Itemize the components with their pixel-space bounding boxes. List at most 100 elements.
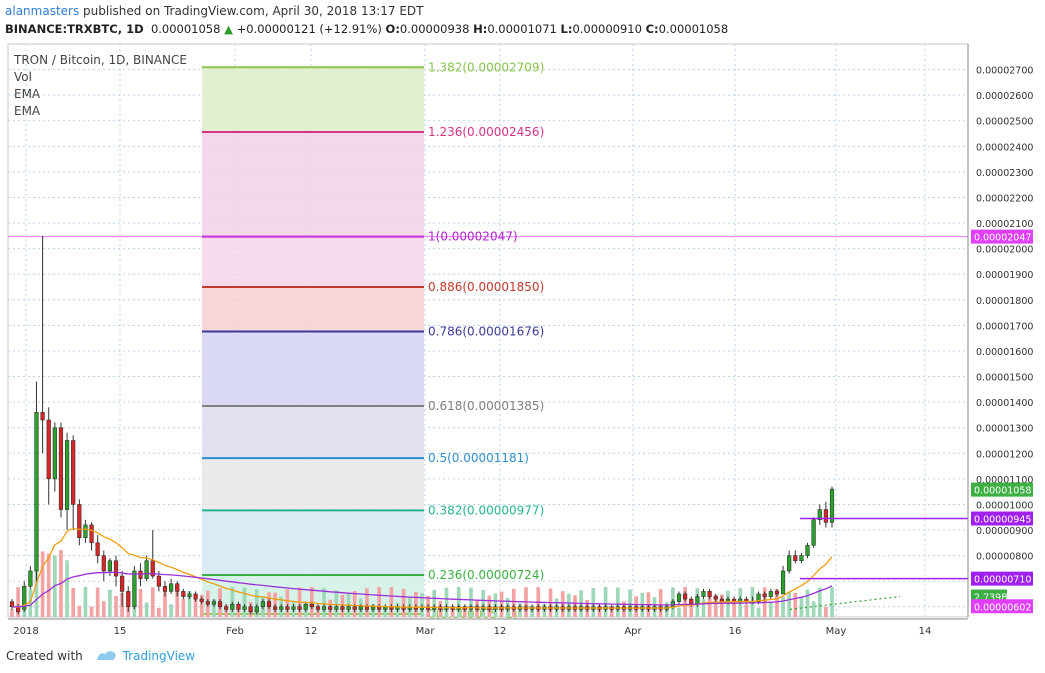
y-tick-label: 0.00000800 (976, 552, 1033, 563)
price-label-bg (971, 571, 1033, 586)
publish-info: alanmasters published on TradingView.com… (5, 4, 424, 18)
candle-body (22, 586, 27, 610)
low-label: L: (560, 22, 573, 36)
candle-body (46, 419, 51, 480)
high-label: H: (473, 22, 488, 36)
y-tick-label: 0.00001900 (976, 270, 1033, 281)
volume-bar (658, 589, 663, 617)
open-value: 0.00000938 (399, 22, 470, 36)
volume-bar (157, 608, 161, 617)
legend-title: TRON / Bitcoin, 1D, BINANCE (13, 53, 187, 67)
fib-label: 1.382(0.00002709) (428, 60, 544, 74)
volume-bar (756, 607, 761, 617)
candle-body (120, 575, 125, 592)
x-tick-label: 15 (114, 626, 127, 637)
fib-label: 0.886(0.00001850) (428, 280, 544, 294)
candle-body (126, 591, 131, 608)
volume-bar (481, 589, 486, 617)
candle-body (676, 593, 682, 602)
volume-bar (609, 606, 614, 617)
volume-bar (781, 597, 785, 617)
candle-body (358, 606, 363, 610)
tradingview-link[interactable]: TradingView (122, 649, 196, 663)
y-tick-label: 0.00002100 (976, 219, 1033, 230)
volume-bar (150, 587, 155, 617)
price-label: 0.00000710 (974, 575, 1031, 586)
x-tick-label: Apr (624, 626, 642, 637)
candle-body (707, 591, 712, 597)
volume-bar (787, 592, 791, 617)
candle-body (291, 606, 296, 610)
fib-label: 0.618(0.00001385) (428, 399, 544, 413)
legend-vol: Vol (14, 70, 32, 84)
price-label-bg (971, 482, 1033, 497)
volume-bar (212, 599, 216, 617)
volume-bar (824, 606, 828, 617)
volume-bar (89, 606, 94, 617)
legend-ema-2: EMA (14, 104, 41, 118)
y-tick-label: 0.00002200 (976, 193, 1033, 204)
candle-body (279, 606, 284, 610)
candle-body (162, 586, 168, 592)
x-tick-label: 2018 (13, 626, 38, 637)
legend-ema-1: EMA (14, 87, 41, 101)
y-tick-label: 0.00002700 (976, 66, 1033, 77)
candle-body (199, 598, 204, 602)
candle-body (132, 570, 137, 608)
candle-body (83, 524, 88, 538)
volume-bar (285, 589, 290, 617)
ema-slow-line (11, 571, 833, 608)
candle-body (107, 560, 112, 572)
candle-body (52, 427, 57, 480)
candle-body (774, 591, 780, 595)
candle-body (719, 598, 724, 602)
last-price: 0.00001058 (150, 22, 221, 36)
price-label: 0.00001058 (974, 486, 1031, 497)
open-label: O: (385, 22, 400, 36)
candle-body (328, 606, 333, 610)
price-chart[interactable]: 1.382(0.00002709)1.236(0.00002456)1(0.00… (0, 40, 1045, 640)
y-tick-label: 0.00001100 (976, 475, 1033, 486)
candle-body (377, 606, 382, 610)
volume-bar (377, 587, 381, 617)
candle-body (211, 601, 217, 605)
volume-bar (46, 553, 51, 617)
footer: Created with TradingView (6, 648, 195, 665)
y-tick-label: 0.00001800 (976, 296, 1033, 307)
volume-bar (401, 588, 406, 617)
volume-bar (830, 587, 834, 617)
volume-bar (187, 590, 192, 617)
x-tick-label: 12 (494, 626, 507, 637)
volume-bar (444, 587, 449, 617)
volume-bar (138, 588, 143, 617)
plot-area (7, 43, 969, 618)
price-label-bg (971, 511, 1033, 526)
fib-band (202, 131, 424, 237)
volume-bar (365, 588, 369, 617)
candle-body (829, 488, 835, 523)
fib-label: 0.382(0.00000977) (428, 503, 544, 517)
volume-bar (775, 589, 779, 617)
publisher-name[interactable]: alanmasters (5, 4, 80, 18)
volume-bar (432, 589, 437, 617)
candle-body (156, 575, 161, 587)
candle-body (352, 606, 357, 610)
volume-bar (108, 589, 112, 617)
volume-bar (352, 591, 357, 617)
volume-bar (16, 587, 20, 617)
candle-body (689, 598, 694, 605)
candle-body (150, 560, 155, 577)
x-tick-label: May (826, 626, 847, 637)
candle-body (175, 583, 180, 592)
fib-label: 0.786(0.00001676) (428, 325, 544, 339)
volume-bar (163, 587, 167, 617)
volume-bar (144, 602, 149, 617)
candle-body (364, 606, 370, 610)
volume-bar (805, 589, 810, 617)
candle-body (303, 603, 308, 610)
volume-bar (334, 590, 339, 617)
ohlc-header: BINANCE:TRXBTC, 1D 0.00001058 ▲ +0.00000… (5, 22, 728, 36)
volume-bar (242, 587, 247, 617)
price-label: 2.739B (974, 593, 1008, 604)
y-tick-label: 0.00002600 (976, 91, 1033, 102)
